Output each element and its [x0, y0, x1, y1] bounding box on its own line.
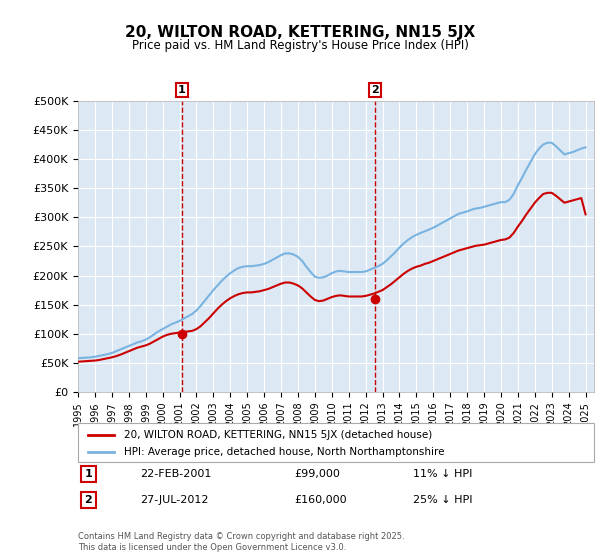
- Text: 22-FEB-2001: 22-FEB-2001: [140, 469, 211, 479]
- Text: £99,000: £99,000: [295, 469, 341, 479]
- Text: 11% ↓ HPI: 11% ↓ HPI: [413, 469, 473, 479]
- Text: Price paid vs. HM Land Registry's House Price Index (HPI): Price paid vs. HM Land Registry's House …: [131, 39, 469, 52]
- Text: 27-JUL-2012: 27-JUL-2012: [140, 495, 208, 505]
- Text: Contains HM Land Registry data © Crown copyright and database right 2025.
This d: Contains HM Land Registry data © Crown c…: [78, 532, 404, 552]
- Text: 1: 1: [178, 85, 186, 95]
- Text: 20, WILTON ROAD, KETTERING, NN15 5JX (detached house): 20, WILTON ROAD, KETTERING, NN15 5JX (de…: [124, 430, 433, 440]
- Text: 20, WILTON ROAD, KETTERING, NN15 5JX: 20, WILTON ROAD, KETTERING, NN15 5JX: [125, 25, 475, 40]
- Text: 1: 1: [85, 469, 92, 479]
- Text: £160,000: £160,000: [295, 495, 347, 505]
- Text: 2: 2: [85, 495, 92, 505]
- Text: 25% ↓ HPI: 25% ↓ HPI: [413, 495, 473, 505]
- FancyBboxPatch shape: [78, 423, 594, 462]
- Text: 2: 2: [371, 85, 379, 95]
- Text: HPI: Average price, detached house, North Northamptonshire: HPI: Average price, detached house, Nort…: [124, 447, 445, 457]
